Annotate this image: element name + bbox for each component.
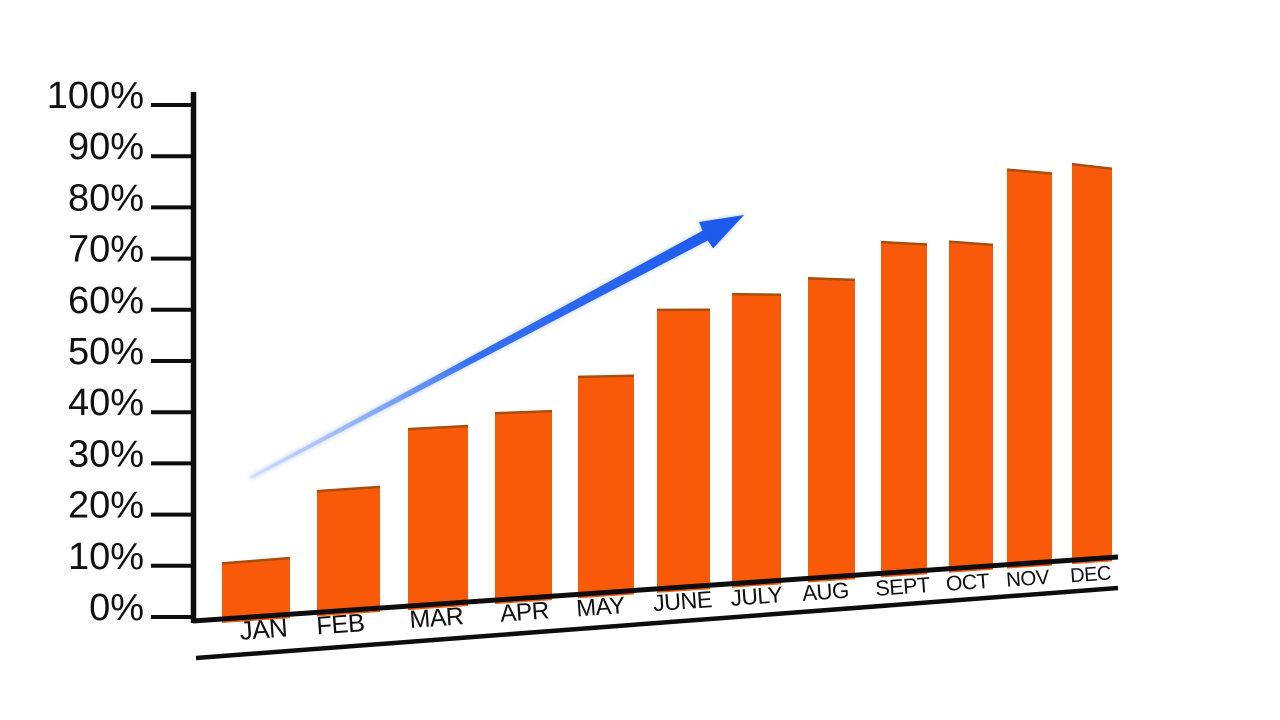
trend-arrow-icon bbox=[249, 215, 744, 480]
bar-top-edge-oct bbox=[948, 240, 994, 247]
x-label-apr: APR bbox=[499, 597, 549, 627]
y-tick-label-40: 40% bbox=[68, 382, 144, 424]
bar-top-edge-aug bbox=[807, 277, 856, 282]
x-label-aug: AUG bbox=[801, 578, 849, 606]
bar-top-edge-july bbox=[731, 292, 782, 297]
y-tick-label-60: 60% bbox=[68, 280, 144, 322]
x-label-oct: OCT bbox=[945, 570, 990, 596]
x-label-mar: MAR bbox=[409, 602, 465, 634]
x-label-july: JULY bbox=[730, 581, 784, 611]
x-baseline bbox=[192, 554, 1119, 624]
bar-july bbox=[732, 294, 781, 588]
y-tick-label-80: 80% bbox=[68, 177, 144, 219]
y-tick-label-90: 90% bbox=[68, 126, 144, 168]
x-baseline-group bbox=[192, 554, 1119, 661]
y-tick-label-100: 100% bbox=[47, 75, 144, 117]
y-tick-label-50: 50% bbox=[68, 331, 144, 373]
bar-dec bbox=[1072, 164, 1112, 565]
bar-mar bbox=[408, 425, 468, 611]
bar-top-edge-mar bbox=[407, 424, 469, 431]
bar-may bbox=[578, 375, 634, 599]
bar-aug bbox=[808, 278, 855, 583]
bar-top-edge-feb bbox=[316, 485, 381, 493]
x-label-feb: FEB bbox=[315, 609, 365, 640]
bar-top-edge-dec bbox=[1071, 162, 1113, 171]
x-label-june: JUNE bbox=[652, 586, 713, 616]
y-tick-label-30: 30% bbox=[68, 433, 144, 475]
bar-top-edge-jan bbox=[221, 556, 291, 565]
x-label-dec: DEC bbox=[1069, 562, 1111, 587]
bar-nov bbox=[1007, 169, 1052, 569]
bar-top-edge-apr bbox=[494, 409, 553, 415]
bar-feb bbox=[317, 486, 380, 617]
x-label-may: MAY bbox=[575, 592, 626, 622]
x-label-sept: SEPT bbox=[874, 572, 930, 601]
y-tick-label-20: 20% bbox=[68, 485, 144, 527]
bar-top-edge-nov bbox=[1006, 168, 1053, 175]
bar-june bbox=[657, 309, 710, 593]
y-axis-group: 0% 10% 20% 30% 40% 50% 60% 70% 80% 90% 100% bbox=[47, 75, 197, 629]
bar-apr bbox=[495, 411, 552, 605]
y-tick-label-0: 0% bbox=[89, 587, 144, 629]
bar-oct bbox=[949, 241, 993, 573]
bars-group bbox=[221, 162, 1113, 623]
bar-top-edge-sept bbox=[880, 240, 928, 246]
x-label-jan: JAN bbox=[239, 612, 289, 645]
trend-arrow-group bbox=[249, 215, 744, 480]
bar-top-edge-may bbox=[577, 374, 635, 379]
x-label-nov: NOV bbox=[1005, 566, 1050, 592]
bar-jan bbox=[222, 558, 290, 623]
bar-sept bbox=[881, 242, 927, 578]
y-tick-label-70: 70% bbox=[68, 229, 144, 271]
x-underline bbox=[195, 585, 1119, 661]
month-labels-group: JAN FEB MAR APR MAY JUNE JULY AUG SEPT OCT NOV DEC bbox=[239, 562, 1112, 645]
y-tick-label-10: 10% bbox=[68, 536, 144, 578]
